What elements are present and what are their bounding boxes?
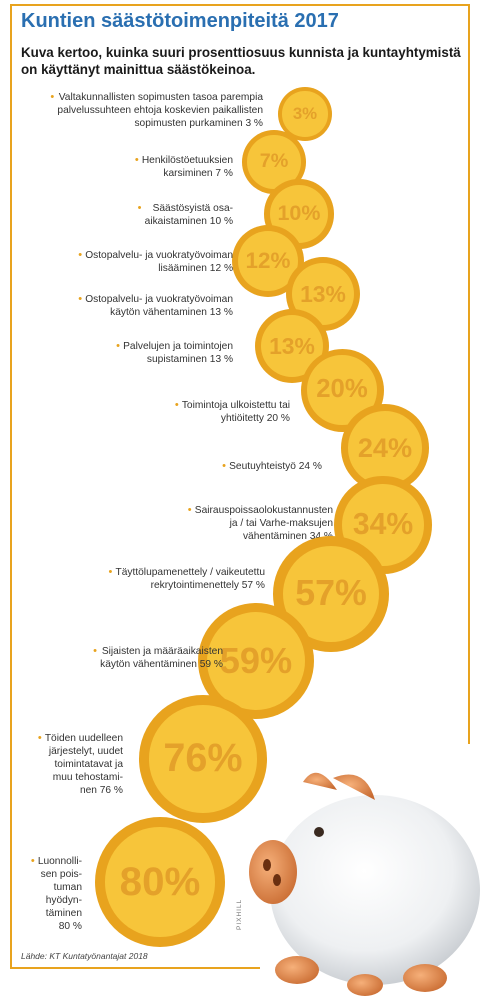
bullet-icon: • <box>78 293 83 305</box>
coin-face-7 <box>348 411 422 485</box>
image-credit: PIXHILL <box>236 898 243 930</box>
item-label: Palvelujen ja toimintojen supistaminen 13… <box>123 340 233 366</box>
item-label-line: toimintatavat ja <box>54 759 123 770</box>
item-label-line: palvelussuhteen ehtoja koskevien paikall… <box>57 105 263 116</box>
bullet-icon: • <box>30 855 35 867</box>
item-label: Töiden uudelleen järjestelyt, uudet toimin… <box>45 732 123 797</box>
item-label: Täyttölupamenettely / vaikeutettu rekryto… <box>116 566 266 592</box>
page-subtitle: Kuva kertoo, kuinka suuri prosenttiosuus… <box>21 45 461 77</box>
bullet-icon: • <box>78 249 83 261</box>
item-label-line: yhtiöitetty 20 % <box>220 413 290 424</box>
border-bottom <box>10 967 260 969</box>
coin-value-label: 3% <box>292 103 318 123</box>
item-label: Ostopalvelu- ja vuokratyövoiman käytön vä… <box>85 293 233 319</box>
item-label: Toimintoja ulkoistettu tai yhtiöitetty 20… <box>182 399 290 425</box>
bullet-icon: • <box>174 399 179 411</box>
border-left <box>10 4 12 969</box>
coin-11: 76% <box>139 695 267 823</box>
piggy-bank-image <box>249 772 480 996</box>
coin-value-label: 76% <box>163 736 243 781</box>
source-note: Lähde: KT Kuntatyönantajat 2018 <box>21 951 148 961</box>
item-label-line: rekrytointimenettely 57 % <box>150 580 265 591</box>
item-label-line: käytön vähentaminen 13 % <box>110 307 233 318</box>
item-label-line: Sijaisten ja määräaikaisten <box>101 646 223 657</box>
bullet-icon: • <box>222 460 226 472</box>
item-label-line: Palvelujen ja toimintojen <box>123 341 233 352</box>
item-label-line: Täyttölupamenettely / vaikeutettu <box>115 567 266 578</box>
bullet-icon: • <box>37 732 42 744</box>
item-label-line: Säästösyistä osa- <box>152 203 233 214</box>
item-label: Ostopalvelu- ja vuokratyövoiman lisäämine… <box>85 249 233 275</box>
coin-10: 59% <box>197 602 315 720</box>
item-label-line: vähentäminen 34 % <box>242 531 333 542</box>
bullet-icon: • <box>134 154 139 166</box>
page-title: Kuntien säästötoimenpiteitä 2017 <box>21 10 339 32</box>
item-label-line: supistaminen 13 % <box>146 354 233 365</box>
coin-face-12 <box>105 827 215 937</box>
item-label-line: Töiden uudelleen <box>44 733 123 744</box>
item-label: Sijaisten ja määräaikaisten käytön vähent… <box>100 645 223 671</box>
item-label-line: nen 76 % <box>79 785 123 796</box>
coin-face-0 <box>282 91 328 137</box>
item-label: Henkilöstöetuuksien karsiminen 7 % <box>142 154 233 180</box>
coin-value-label: 12% <box>245 247 291 273</box>
item-label: Seutuyhteistyö 24 % <box>229 460 322 473</box>
coin-value-label: 24% <box>357 432 413 464</box>
coin-face-11 <box>149 705 257 813</box>
item-label: Luonnolli-sen pois-tuman hyödyn-täminen 80… <box>38 855 82 933</box>
item-label-line: Sairauspoissaolokustannusten <box>194 505 333 516</box>
bullet-icon: • <box>187 504 192 516</box>
bullet-icon: • <box>50 91 55 103</box>
bullet-icon: • <box>108 566 113 578</box>
item-label-line: karsiminen 7 % <box>163 168 233 179</box>
coin-value-label: 57% <box>295 573 367 614</box>
bullet-icon: • <box>137 202 142 214</box>
item-label-line: sopimusten purkaminen 3 % <box>134 118 263 129</box>
item-label-line: sen pois- <box>40 869 82 880</box>
bullet-icon: • <box>116 340 120 352</box>
coin-value-label: 13% <box>269 332 315 359</box>
border-top <box>10 4 470 6</box>
item-label-line: muu tehostami- <box>52 772 123 783</box>
item-label-line: järjestelyt, uudet <box>48 746 123 757</box>
coin-value-label: 34% <box>352 507 414 541</box>
bullet-icon: • <box>93 645 97 657</box>
item-label-line: aikaistaminen 10 % <box>144 216 233 227</box>
coin-value-label: 13% <box>300 280 346 307</box>
item-label-line: ja / tai Varhe-maksujen <box>229 518 333 529</box>
item-label-line: täminen <box>45 908 82 919</box>
coin-face-10 <box>206 611 305 710</box>
item-label-line: Valtakunnallisten sopimusten tasoa parem… <box>58 92 263 103</box>
item-label-line: Henkilöstöetuuksien <box>141 155 233 166</box>
coin-12: 80% <box>95 817 225 947</box>
coin-value-label: 20% <box>316 375 368 404</box>
coin-value-label: 7% <box>259 150 289 173</box>
item-label-line: lisääminen 12 % <box>158 263 233 274</box>
coin-value-label: 80% <box>119 858 201 904</box>
item-label-line: hyödyn- <box>45 895 82 906</box>
coin-value-label: 59% <box>219 639 293 681</box>
item-label-line: Ostopalvelu- ja vuokratyövoiman <box>85 294 233 305</box>
item-label-line: Toimintoja ulkoistettu tai <box>181 400 290 411</box>
border-right <box>468 4 470 744</box>
item-label-line: Luonnolli- <box>37 856 82 867</box>
item-label-line: tuman <box>53 882 82 893</box>
item-label-line: käytön vähentäminen 59 % <box>100 659 223 670</box>
item-label-line: Seutuyhteistyö 24 % <box>229 461 322 472</box>
coin-3: 12% <box>231 224 305 298</box>
item-label: Sairauspoissaolokustannusten ja / tai Var… <box>195 504 333 543</box>
item-label: Säästösyistä osa-aikaistaminen 10 % <box>145 202 233 228</box>
item-label: Valtakunnallisten sopimusten tasoa parem… <box>57 91 263 130</box>
item-label-line: Ostopalvelu- ja vuokratyövoiman <box>85 250 233 261</box>
coin-value-label: 10% <box>277 201 321 226</box>
item-label-line: 80 % <box>58 921 82 932</box>
